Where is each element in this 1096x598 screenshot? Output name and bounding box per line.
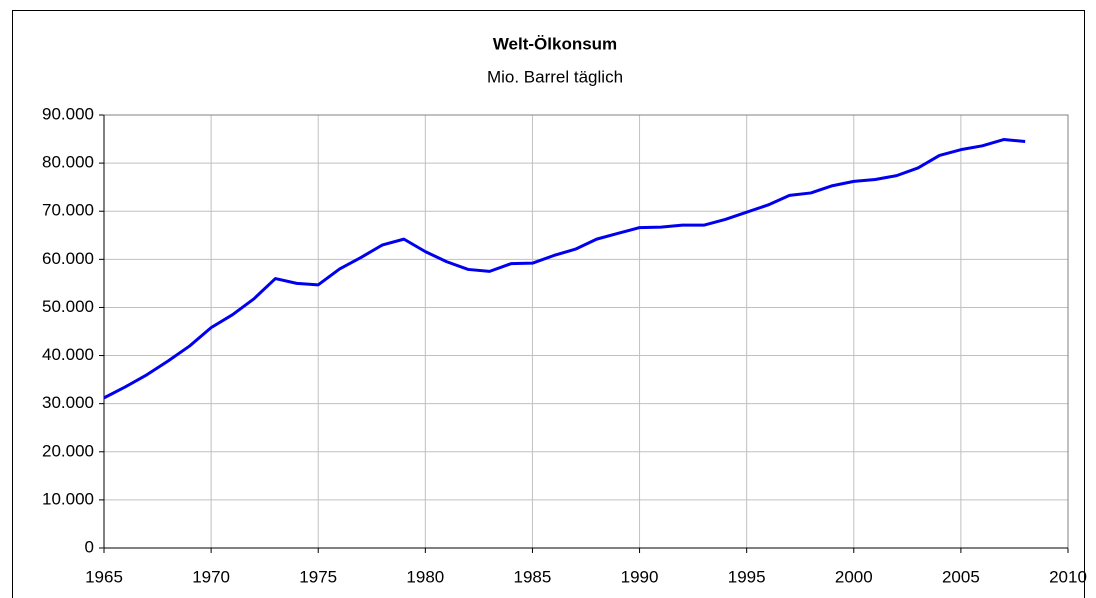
chart-title: Welt-Ölkonsum — [493, 34, 617, 53]
y-tick-label: 80.000 — [42, 153, 94, 172]
x-tick-label: 2005 — [942, 567, 980, 586]
x-tick-label: 1970 — [192, 567, 230, 586]
y-tick-label: 40.000 — [42, 345, 94, 364]
y-tick-label: 60.000 — [42, 249, 94, 268]
y-tick-label: 10.000 — [42, 489, 94, 508]
y-tick-label: 0 — [85, 537, 94, 556]
y-tick-label: 70.000 — [42, 201, 94, 220]
chart-subtitle: Mio. Barrel täglich — [487, 67, 623, 86]
y-tick-label: 90.000 — [42, 104, 94, 123]
x-tick-label: 1985 — [514, 567, 552, 586]
x-tick-label: 1990 — [621, 567, 659, 586]
x-tick-label: 1965 — [85, 567, 123, 586]
x-tick-label: 1995 — [728, 567, 766, 586]
y-tick-label: 50.000 — [42, 297, 94, 316]
y-tick-label: 20.000 — [42, 441, 94, 460]
x-tick-label: 1980 — [406, 567, 444, 586]
x-tick-label: 2010 — [1049, 567, 1087, 586]
x-tick-label: 1975 — [299, 567, 337, 586]
y-tick-label: 30.000 — [42, 393, 94, 412]
chart-frame — [12, 10, 1085, 598]
data-line — [103, 138, 1026, 400]
x-tick-label: 2000 — [835, 567, 873, 586]
